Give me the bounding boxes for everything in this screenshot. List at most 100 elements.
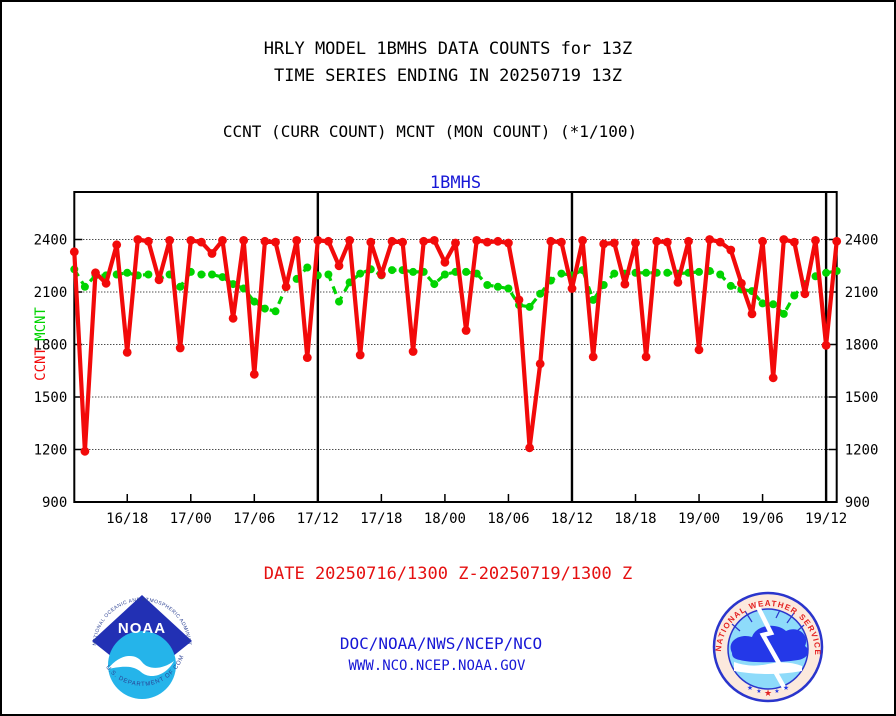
data-point: [165, 236, 175, 245]
data-point: [355, 350, 365, 360]
data-point: [335, 297, 343, 306]
data-point: [483, 281, 492, 289]
data-point: [271, 307, 280, 316]
data-point: [652, 236, 662, 246]
y-tick-label-right: 900: [845, 495, 870, 511]
noaa-seagull-icon: [108, 655, 174, 677]
plot-border: [73, 191, 838, 503]
x-tick-label: 17/00: [170, 511, 212, 527]
data-point: [546, 236, 556, 246]
y-tick-label-left: 1800: [34, 338, 68, 354]
data-point: [249, 369, 259, 379]
data-point: [302, 353, 312, 362]
data-point: [154, 275, 164, 285]
data-point: [228, 313, 238, 323]
series-ccnt: [69, 235, 842, 456]
x-tick-label: 19/06: [741, 511, 783, 527]
data-point: [779, 309, 788, 318]
data-point: [366, 237, 376, 247]
data-point: [504, 238, 513, 248]
nws-red-star-icon: ★: [764, 689, 772, 699]
nws-cloud-base: [734, 662, 802, 674]
y-tick-label-right: 1800: [845, 338, 879, 354]
data-point: [218, 236, 227, 245]
x-tick-label: 18/12: [551, 511, 593, 527]
data-point: [525, 302, 534, 311]
data-point: [514, 295, 524, 305]
data-point: [589, 295, 598, 304]
data-point: [695, 267, 703, 276]
date-range-label: DATE 20250716/1300 Z-20250719/1300 Z: [263, 564, 633, 584]
plot-title: 1BMHS: [430, 173, 481, 193]
data-point: [525, 443, 534, 453]
data-point: [832, 236, 842, 246]
data-point: [429, 236, 439, 245]
data-point: [388, 266, 396, 275]
data-point: [122, 348, 132, 357]
data-point: [387, 236, 397, 246]
data-point: [271, 237, 280, 247]
data-point: [123, 268, 132, 277]
data-point: [705, 235, 714, 244]
data-point: [567, 284, 577, 293]
data-point: [324, 270, 333, 279]
data-point: [80, 446, 90, 456]
y-axis-legend-ccnt: CCNT: [33, 347, 49, 381]
data-point: [208, 270, 216, 279]
data-point: [239, 236, 249, 245]
data-point: [461, 326, 471, 335]
y-axis-legend-mcnt: MCNT: [33, 307, 49, 341]
y-tick-label-left: 1500: [34, 390, 68, 406]
data-point: [101, 278, 111, 288]
data-point: [324, 236, 333, 246]
data-point: [631, 238, 640, 248]
data-point: [260, 236, 270, 246]
data-point: [662, 237, 672, 247]
data-point: [419, 236, 429, 246]
x-tick-label: 16/18: [106, 511, 148, 527]
data-point: [822, 268, 831, 277]
data-point: [768, 373, 778, 383]
data-point: [588, 352, 598, 362]
nws-star-icon: ★: [783, 684, 789, 692]
data-point: [536, 289, 545, 298]
data-point: [673, 278, 683, 287]
nws-logo: ★ ★ ★ ★ ★ NATIONAL WEATHER SERVICE: [712, 591, 824, 703]
data-point: [303, 263, 312, 272]
data-point: [811, 236, 820, 245]
data-point: [790, 291, 799, 300]
organization-label: DOC/NOAA/NWS/NCEP/NCO: [339, 634, 543, 653]
data-point: [462, 267, 471, 276]
data-point: [535, 359, 545, 369]
data-point: [642, 268, 651, 277]
x-tick-label: 17/18: [360, 511, 402, 527]
data-point: [726, 281, 735, 290]
data-point: [726, 245, 736, 255]
data-point: [176, 282, 185, 291]
data-point: [610, 269, 619, 278]
data-point: [609, 238, 619, 248]
website-label: WWW.NCO.NCEP.NOAA.GOV: [348, 658, 526, 674]
data-point: [112, 240, 122, 250]
nws-stars-row: ★ ★ ★ ★ ★: [747, 684, 789, 699]
data-point: [758, 299, 767, 308]
data-point: [356, 269, 365, 278]
data-point: [779, 235, 789, 244]
x-axis-labels: 16/18 17/00 17/06 17/12 17/18 18/00 18/06 18/12…: [106, 511, 847, 527]
data-point: [663, 268, 672, 277]
y-tick-label-left: 2100: [34, 285, 68, 301]
data-point: [578, 236, 587, 245]
data-point: [408, 347, 418, 356]
data-point: [504, 284, 513, 293]
data-point: [789, 237, 799, 247]
data-point: [557, 269, 566, 278]
data-point: [91, 268, 100, 278]
data-point: [737, 278, 746, 288]
data-point: [409, 267, 418, 276]
data-point: [430, 280, 439, 289]
noaa-logo: NOAA NATIONAL OCEANIC AND ATMOSPHERIC AD…: [84, 589, 198, 703]
data-point: [800, 289, 810, 299]
nws-star-icon: ★: [756, 688, 761, 695]
